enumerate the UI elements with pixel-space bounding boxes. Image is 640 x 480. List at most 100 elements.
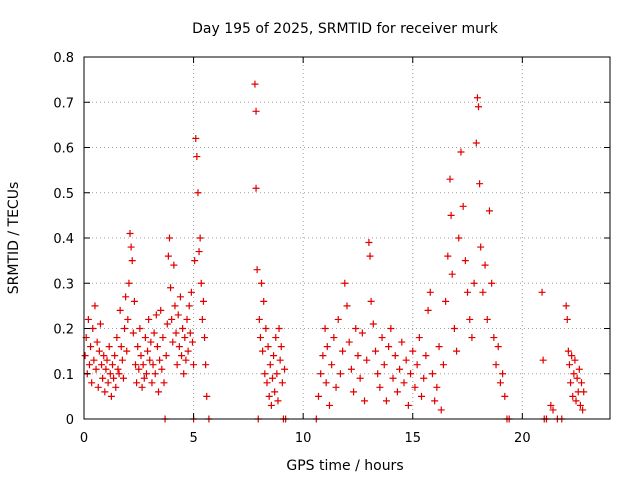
data-point — [459, 202, 467, 210]
data-point — [116, 306, 124, 314]
data-point — [155, 388, 163, 396]
data-point — [100, 352, 108, 360]
data-point — [490, 334, 498, 342]
data-point — [341, 279, 349, 287]
data-point — [137, 352, 145, 360]
data-point — [162, 352, 170, 360]
data-point — [433, 383, 441, 391]
data-point — [128, 257, 136, 265]
data-point — [169, 338, 177, 346]
data-point — [402, 356, 410, 364]
data-point — [330, 334, 338, 342]
data-point — [404, 401, 412, 409]
data-point — [110, 374, 118, 382]
data-point — [115, 370, 123, 378]
data-point — [365, 239, 373, 247]
data-point — [367, 297, 375, 305]
data-point — [270, 352, 278, 360]
data-point — [453, 347, 461, 355]
data-point — [501, 392, 509, 400]
data-point — [422, 352, 430, 360]
data-point — [571, 356, 579, 364]
data-point — [123, 347, 131, 355]
data-point — [378, 334, 386, 342]
data-point — [570, 370, 578, 378]
data-point — [156, 356, 164, 364]
data-point — [483, 315, 491, 323]
data-point — [170, 261, 178, 269]
data-point — [122, 293, 130, 301]
data-point — [565, 361, 573, 369]
data-point — [332, 383, 340, 391]
data-point — [130, 297, 138, 305]
data-point — [428, 370, 436, 378]
data-point — [488, 279, 496, 287]
data-point — [150, 329, 158, 337]
data-point — [167, 284, 175, 292]
data-point — [352, 325, 360, 332]
data-point — [499, 370, 507, 378]
data-point — [168, 315, 176, 323]
x-tick-label: 15 — [404, 431, 421, 446]
data-point — [141, 334, 149, 342]
y-tick-label: 0.4 — [53, 232, 74, 247]
data-point — [181, 334, 189, 342]
data-point — [266, 361, 274, 369]
data-point — [271, 388, 279, 396]
data-point — [576, 401, 584, 409]
data-point — [435, 343, 443, 351]
data-point — [420, 374, 428, 382]
data-point — [363, 356, 371, 364]
data-point — [447, 211, 455, 219]
data-point — [260, 297, 268, 305]
data-point — [496, 379, 504, 387]
data-point — [317, 370, 325, 378]
data-point — [178, 352, 186, 360]
data-point — [136, 325, 144, 332]
data-point — [132, 361, 140, 369]
x-tick-label: 0 — [80, 431, 88, 446]
data-point — [176, 293, 184, 301]
data-point — [199, 297, 207, 305]
data-point — [117, 343, 125, 351]
data-point — [347, 365, 355, 373]
data-point — [328, 361, 336, 369]
data-point — [415, 334, 423, 342]
data-point — [148, 379, 156, 387]
data-point — [573, 374, 581, 382]
data-point — [202, 361, 210, 369]
data-point — [479, 288, 487, 296]
data-point — [113, 334, 121, 342]
data-point — [411, 383, 419, 391]
data-point — [579, 406, 587, 414]
data-point — [256, 334, 264, 342]
data-point — [104, 379, 112, 387]
data-point — [268, 374, 276, 382]
data-point — [195, 248, 203, 256]
y-tick-label: 0.6 — [53, 142, 74, 157]
data-point — [575, 365, 583, 373]
data-point — [446, 175, 454, 183]
data-point — [385, 343, 393, 351]
data-point — [111, 352, 119, 360]
data-point — [567, 379, 575, 387]
data-point — [564, 347, 572, 355]
data-point — [409, 347, 417, 355]
data-point — [258, 279, 266, 287]
data-point — [135, 365, 143, 373]
x-tick-label: 5 — [189, 431, 197, 446]
data-point — [172, 329, 180, 337]
data-point — [165, 234, 173, 242]
data-point — [163, 320, 171, 328]
data-point — [464, 288, 472, 296]
data-point — [580, 388, 588, 396]
data-points — [81, 80, 588, 423]
y-tick-label: 0.5 — [53, 187, 74, 202]
data-point — [345, 338, 353, 346]
data-point — [276, 356, 284, 364]
data-point — [259, 347, 267, 355]
data-point — [183, 315, 191, 323]
data-point — [455, 234, 463, 242]
data-point — [477, 243, 485, 251]
y-tick-label: 0.2 — [53, 323, 74, 338]
